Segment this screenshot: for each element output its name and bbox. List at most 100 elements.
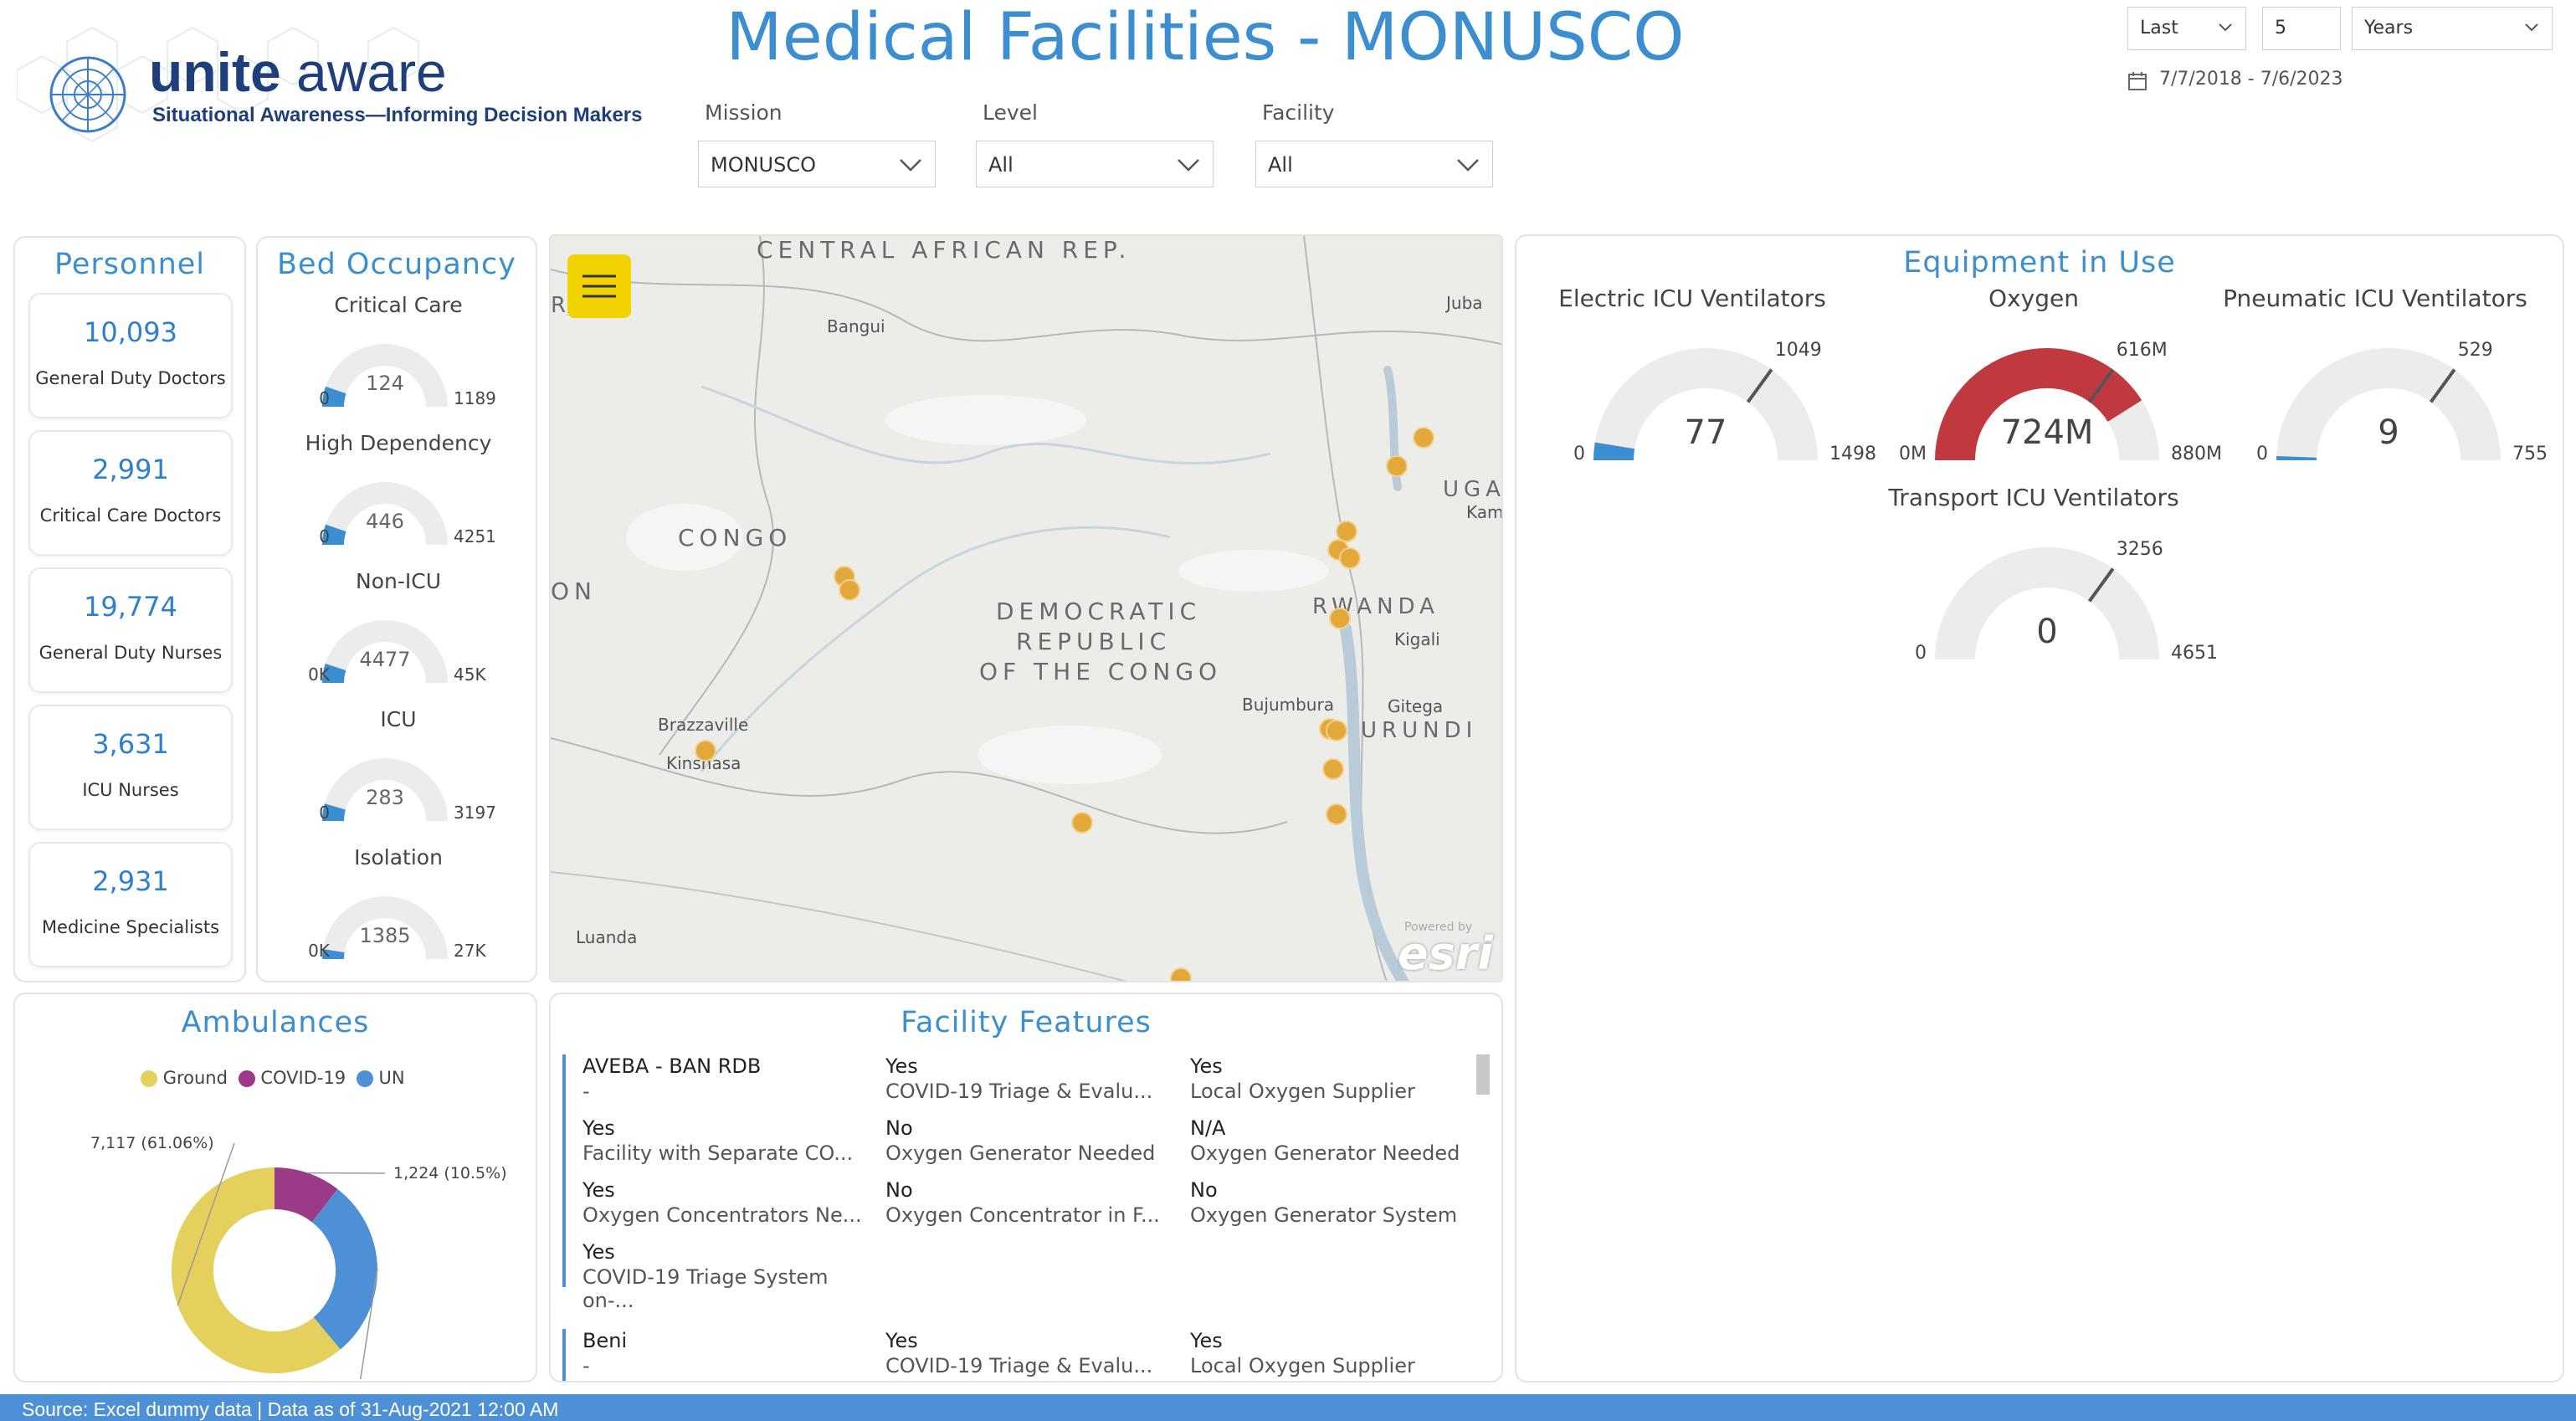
ambulances-donut-chart[interactable]: 7,117 (61.06%)1,224 (10.5%)3,314 (28.43%…: [15, 1095, 539, 1379]
facility-marker[interactable]: [1336, 521, 1357, 542]
gauge-label: Critical Care: [334, 293, 463, 317]
equipment-panel: Equipment in Use Electric ICU Ventilator…: [1515, 234, 2564, 1383]
city-brazzaville: Brazzaville: [658, 715, 749, 735]
level-slicer-dropdown[interactable]: All: [976, 141, 1214, 187]
facility-marker[interactable]: [839, 579, 860, 601]
feature-value: Yes: [582, 1240, 615, 1264]
map-label-car: CENTRAL AFRICAN REP.: [757, 236, 1131, 264]
legend-item-un[interactable]: UN: [356, 1068, 405, 1088]
level-slicer-value: All: [988, 153, 1013, 177]
hexagon-pattern-graphic: [17, 26, 419, 143]
kpi-label: ICU Nurses: [82, 780, 179, 800]
feature-cell: Yes Local Oxygen Supplier: [1190, 1054, 1483, 1103]
facility-marker[interactable]: [1339, 547, 1361, 569]
city-gitega: Gitega: [1388, 696, 1444, 716]
facility-features-panel: Facility Features AVEBA - BAN RDB - Yes COV…: [549, 993, 1503, 1383]
gauge-label: ICU: [380, 707, 417, 731]
kpi-label: Critical Care Doctors: [39, 505, 222, 526]
facility-marker[interactable]: [695, 740, 716, 762]
facility-marker[interactable]: [1071, 812, 1093, 834]
mission-slicer-dropdown[interactable]: MONUSCO: [698, 141, 936, 187]
bed-gauge[interactable]: Critical Care 124 0 1189: [258, 293, 539, 427]
facility-marker[interactable]: [1386, 455, 1408, 477]
legend-item-ground[interactable]: Ground: [141, 1068, 228, 1088]
feature-cell: No Oxygen Generator System: [1190, 1178, 1483, 1227]
bed-gauge[interactable]: Isolation 1385 0K 27K: [258, 845, 539, 979]
personnel-card-critical-care-doctors[interactable]: 2,991 Critical Care Doctors: [28, 430, 233, 556]
gauge-min: 0K: [308, 664, 330, 685]
gauge-value: 124: [366, 372, 404, 395]
bed-gauge[interactable]: Non-ICU 4477 0K 45K: [258, 569, 539, 703]
logo-word-aware: aware: [296, 41, 447, 103]
facility-slicer-label: Facility: [1262, 100, 1335, 125]
personnel-card-icu-nurses[interactable]: 3,631 ICU Nurses: [28, 705, 233, 830]
ambulances-panel: Ambulances Ground COVID-19 UN 7,117 (61.…: [13, 993, 537, 1383]
kpi-value: 10,093: [84, 316, 177, 348]
gauge-target-marker: [1746, 368, 1773, 403]
logo-word-unite: unite: [149, 41, 281, 103]
scrollbar-thumb[interactable]: [1476, 1054, 1490, 1095]
gauge-max: 45K: [454, 664, 486, 685]
gauge-min: 0: [319, 388, 330, 408]
date-unit-dropdown[interactable]: Years: [2352, 7, 2553, 50]
date-mode-dropdown[interactable]: Last: [2127, 7, 2246, 50]
gauge-max: 755: [2512, 444, 2548, 464]
gauge-label: Non-ICU: [356, 569, 441, 593]
gauge-fill: [322, 803, 346, 822]
bed-gauge[interactable]: ICU 283 0 3197: [258, 707, 539, 841]
personnel-card-general-duty-doctors[interactable]: 10,093 General Duty Doctors: [28, 293, 233, 418]
facility-marker[interactable]: [1326, 720, 1347, 741]
chevron-down-icon: [2219, 23, 2232, 32]
equipment-gauge[interactable]: Electric ICU Ventilators 1049 77 0 1498: [1516, 285, 1876, 485]
gauge-track: [322, 896, 448, 960]
gauge-value: 446: [366, 510, 404, 533]
un-emblem-icon: [49, 56, 126, 133]
gauge-min: 0: [1915, 643, 1927, 664]
bed-occupancy-panel: Bed Occupancy Critical Care 124 0 1189 High …: [256, 236, 537, 982]
facility-marker[interactable]: [1413, 427, 1434, 449]
legend-label: UN: [378, 1068, 405, 1088]
bed-gauge[interactable]: High Dependency 446 0 4251: [258, 431, 539, 565]
personnel-card-medicine-specialists[interactable]: 2,931 Medicine Specialists: [28, 842, 233, 967]
date-amount-input[interactable]: 5: [2262, 7, 2341, 50]
map-menu-button[interactable]: [567, 254, 631, 318]
personnel-card-general-duty-nurses[interactable]: 19,774 General Duty Nurses: [28, 567, 233, 693]
feature-cell: Yes Oxygen Concentrators Ne...: [582, 1178, 875, 1227]
city-juba: Juba: [1446, 293, 1483, 313]
facility-marker[interactable]: [1322, 758, 1344, 780]
mission-slicer-value: MONUSCO: [711, 153, 816, 177]
personnel-panel: Personnel 10,093 General Duty Doctors 2,…: [13, 236, 246, 982]
legend-item-covid[interactable]: COVID-19: [238, 1068, 346, 1088]
feature-value: Yes: [582, 1116, 615, 1140]
feature-cell: Yes Facility with Separate CO...: [582, 1116, 875, 1165]
gauge-target: 529: [2457, 339, 2493, 361]
gauge-track: [322, 758, 448, 822]
page-title: Medical Facilities - MONUSCO: [726, 0, 1685, 75]
equipment-gauge[interactable]: Pneumatic ICU Ventilators 529 9 0 755: [2199, 285, 2551, 485]
equipment-gauge[interactable]: Transport ICU Ventilators 3256 0 0 4651: [1858, 484, 2218, 685]
legend-label: COVID-19: [260, 1068, 346, 1088]
gauge-label: Oxygen: [1988, 285, 2079, 312]
facility-marker[interactable]: [1326, 803, 1347, 825]
donut-slice-un[interactable]: [311, 1188, 377, 1350]
gauge-arc: [322, 758, 448, 822]
facility-marker[interactable]: [1170, 967, 1192, 981]
gauge-value: 0: [2036, 613, 2058, 651]
gauge-label: Isolation: [354, 845, 443, 870]
map-panel[interactable]: CENTRAL AFRICAN REP. CONGO DEMOCRATIC RE…: [549, 234, 1503, 982]
kpi-value: 19,774: [84, 591, 177, 623]
feature-label: COVID-19 Triage & Evalu...: [885, 1080, 1153, 1103]
donut-slice-covid-19[interactable]: [274, 1167, 338, 1223]
equipment-gauge[interactable]: Oxygen 616M 724M 0M 880M: [1858, 285, 2222, 485]
facility-features-title: Facility Features: [901, 1006, 1152, 1039]
feature-value: N/A: [1190, 1116, 1226, 1140]
esri-attribution-small: Powered by: [1404, 921, 1473, 934]
feature-value: Yes: [1190, 1054, 1223, 1078]
mission-slicer-label: Mission: [705, 100, 783, 125]
feature-label: -: [582, 1080, 590, 1103]
facility-marker[interactable]: [1329, 608, 1351, 629]
feature-cell: Yes Local Oxygen Supplier: [1190, 1329, 1483, 1377]
donut-slice-ground[interactable]: [172, 1167, 341, 1373]
gauge-track: [2276, 348, 2501, 461]
facility-slicer-dropdown[interactable]: All: [1255, 141, 1493, 187]
